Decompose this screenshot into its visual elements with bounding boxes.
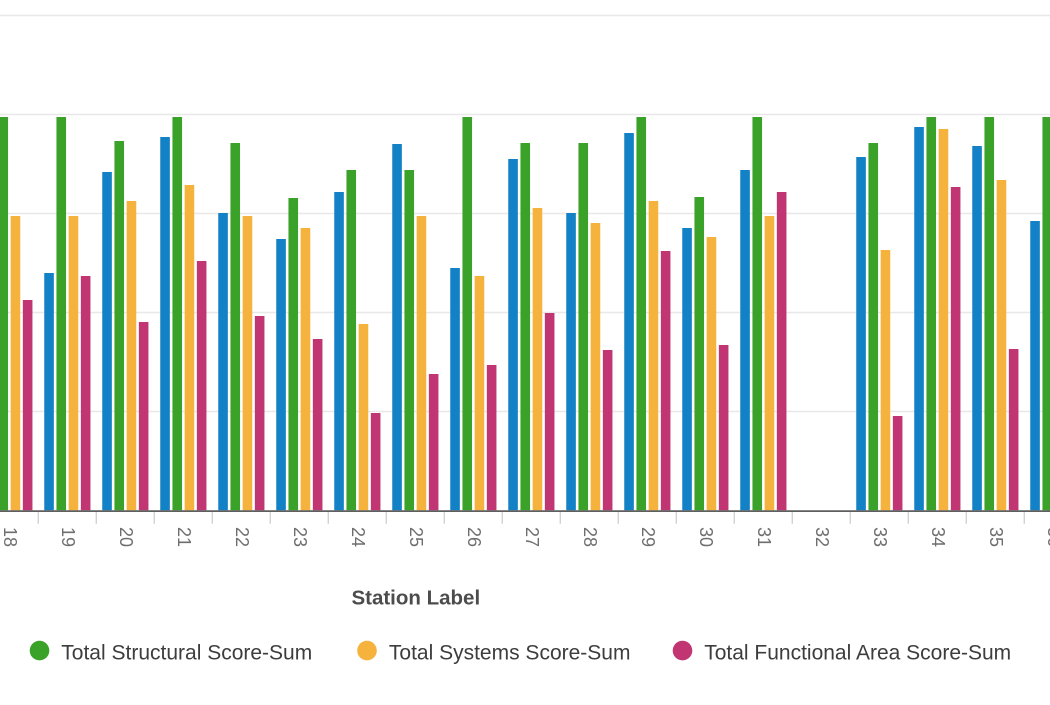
svg-text:19: 19 <box>58 527 78 547</box>
svg-text:27: 27 <box>522 527 542 547</box>
svg-text:25: 25 <box>406 527 426 547</box>
svg-text:Total Functional Area Score-Su: Total Functional Area Score-Sum <box>704 641 1011 664</box>
svg-text:32: 32 <box>812 527 832 547</box>
svg-text:18: 18 <box>0 527 20 547</box>
svg-text:22: 22 <box>232 527 252 547</box>
svg-text:31: 31 <box>754 527 774 547</box>
svg-text:28: 28 <box>580 527 600 547</box>
svg-text:20: 20 <box>116 527 136 547</box>
svg-text:Station Label: Station Label <box>351 587 480 610</box>
svg-text:Total Structural Score-Sum: Total Structural Score-Sum <box>61 641 312 664</box>
svg-text:33: 33 <box>870 527 890 547</box>
svg-text:21: 21 <box>174 527 194 547</box>
svg-text:29: 29 <box>638 527 658 547</box>
svg-text:30: 30 <box>696 527 716 547</box>
svg-text:36: 36 <box>1044 527 1050 547</box>
svg-text:34: 34 <box>928 527 948 547</box>
svg-text:35: 35 <box>986 527 1006 547</box>
svg-text:24: 24 <box>348 527 368 547</box>
svg-text:26: 26 <box>464 527 484 547</box>
svg-text:Total Systems Score-Sum: Total Systems Score-Sum <box>389 641 631 664</box>
svg-text:23: 23 <box>290 527 310 547</box>
